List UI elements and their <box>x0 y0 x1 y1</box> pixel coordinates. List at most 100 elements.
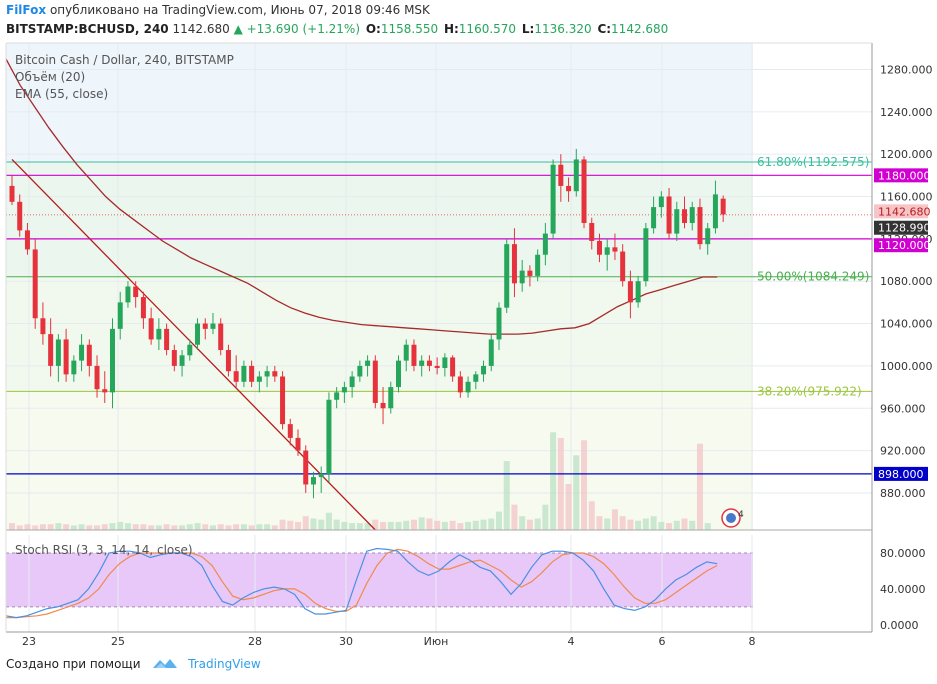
volume-bar <box>604 518 611 530</box>
candle-body <box>658 196 664 208</box>
legend-ema[interactable]: EMA (55, close) <box>15 87 109 101</box>
ohlc-header: BITSTAMP:BCHUSD, 240 1142.680 ▲ +13.690 … <box>6 22 668 36</box>
volume-bar <box>519 516 526 530</box>
legend-stoch-rsi[interactable]: Stoch RSI (3, 3, 14, 14, close) <box>15 543 193 557</box>
candle-body <box>450 357 456 377</box>
volume-bar <box>658 521 665 530</box>
close-label: C: <box>597 22 612 36</box>
volume-bar <box>318 519 325 530</box>
low-value: 1136.320 <box>534 22 592 36</box>
candle-body <box>24 230 30 250</box>
volume-bar <box>403 520 410 530</box>
volume-bar <box>681 518 688 530</box>
candle-body <box>187 344 193 356</box>
candle-body <box>164 328 170 351</box>
fib-zone-618-500 <box>6 162 753 277</box>
volume-bar <box>542 504 549 530</box>
volume-bar <box>565 484 572 530</box>
price-label-1128: 1128.990 <box>878 222 931 235</box>
candle-body <box>697 207 703 245</box>
candle-body <box>481 365 487 375</box>
candle-body <box>426 360 432 366</box>
candle-body <box>310 477 316 485</box>
volume-bar <box>511 504 518 530</box>
candle-body <box>341 387 347 393</box>
candle-body <box>442 357 448 369</box>
high-label: H: <box>443 22 459 36</box>
trendline <box>11 159 376 531</box>
price-label-1120: 1120.000 <box>878 239 931 252</box>
candle-body <box>117 302 123 329</box>
candle-body <box>241 365 247 382</box>
legend-volume[interactable]: Объём (20) <box>15 70 86 84</box>
volume-bar <box>295 521 302 530</box>
volume-bar <box>32 525 39 530</box>
candle-body <box>280 376 286 425</box>
price-label-last-bg <box>874 204 928 219</box>
low-label: L: <box>521 22 535 36</box>
candle-body <box>349 376 355 388</box>
candle-body <box>720 198 726 215</box>
candle-body <box>372 360 378 403</box>
price-change: ▲ +13.690 (+1.21%) <box>233 22 361 36</box>
candle-body <box>17 201 23 231</box>
time-tick-label: 25 <box>111 635 125 648</box>
candle-body <box>388 387 394 409</box>
price-label-1180-bg <box>874 168 928 183</box>
last-price: 1142.680 <box>172 22 230 36</box>
volume-bar <box>94 525 101 530</box>
candle-body <box>511 244 517 284</box>
price-tick-label: 920.000 <box>880 445 926 458</box>
author-name[interactable]: FilFox <box>6 3 47 17</box>
stoch-tick-label: 80.0000 <box>880 547 926 560</box>
time-tick-label: 6 <box>659 635 666 648</box>
volume-bar <box>225 525 232 530</box>
candle-body <box>256 376 262 382</box>
candle-body <box>171 350 177 366</box>
chart-canvas[interactable]: 61.80%(1192.575) 50.00%(1084.249) 38.20%(9… <box>0 0 937 650</box>
candle-body <box>612 247 618 252</box>
volume-bar <box>418 517 425 530</box>
volume-bar <box>101 524 108 530</box>
footer-tradingview-link[interactable]: TradingView <box>188 657 261 671</box>
open-value: 1158.550 <box>380 22 439 36</box>
candle-body <box>573 159 579 192</box>
close-value: 1142.680 <box>611 22 669 36</box>
candle-body <box>488 339 494 366</box>
candle-body <box>635 281 641 303</box>
candle-body <box>411 344 417 366</box>
candle-body <box>233 371 239 382</box>
candle-body <box>542 233 548 255</box>
candle-body <box>527 270 533 276</box>
volume-bar <box>642 518 649 530</box>
candle-body <box>419 360 425 366</box>
candle-body <box>566 185 572 192</box>
volume-bar <box>86 525 93 530</box>
volume-bar <box>611 509 618 530</box>
price-tick-label: 960.000 <box>880 402 926 415</box>
volume-bar <box>124 523 131 530</box>
candle-body <box>604 247 610 255</box>
price-label-898: 898.000 <box>878 468 924 481</box>
volume-bar <box>287 520 294 530</box>
candle-body <box>334 392 340 400</box>
candle-body <box>326 399 332 474</box>
candle-body <box>295 437 301 451</box>
volume-bar <box>449 520 456 530</box>
volume-bar <box>155 525 162 530</box>
volume-bar <box>16 525 23 530</box>
legend-title: Bitcoin Cash / Dollar, 240, BITSTAMP <box>15 53 234 67</box>
volume-bar <box>480 519 487 530</box>
volume-bar <box>248 525 255 530</box>
volume-bar <box>78 524 85 530</box>
volume-bar <box>209 525 216 530</box>
volume-bar <box>395 521 402 530</box>
footer-created: Создано при помощи <box>6 657 141 671</box>
volume-bar <box>240 524 247 530</box>
volume-bar <box>179 525 186 530</box>
fib-level-label: 50.00%(1084.249) <box>757 270 869 284</box>
fib-zone-top <box>6 43 753 163</box>
volume-bar <box>534 518 541 530</box>
candle-body <box>403 344 409 361</box>
candle-body <box>179 355 185 366</box>
